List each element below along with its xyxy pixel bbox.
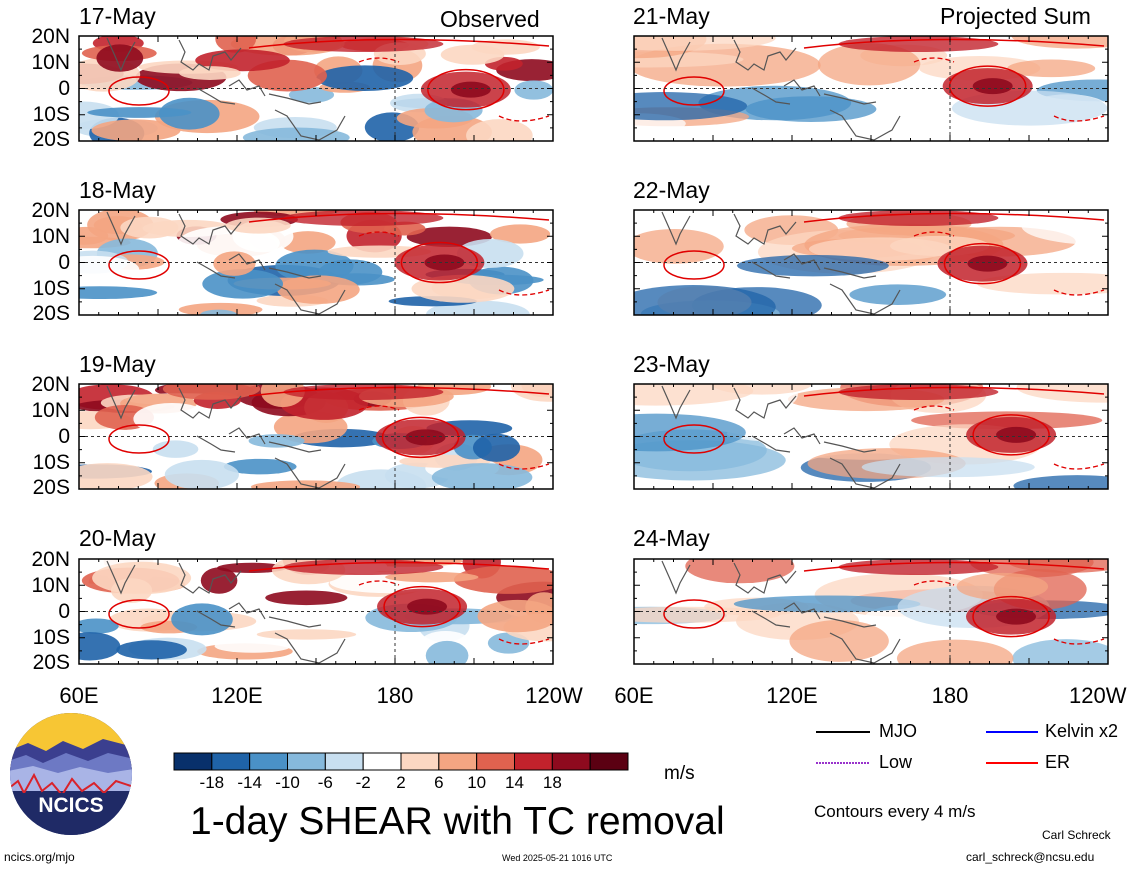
lat-0: 0	[58, 425, 70, 448]
legend-low-label: Low	[879, 752, 913, 772]
colorbar-tick-label: 18	[542, 773, 562, 792]
colorbar-swatch	[589, 752, 629, 771]
lat-20s: 20S	[32, 651, 70, 674]
lon-120e-right: 120E	[766, 683, 818, 708]
lon-120e-left: 120E	[211, 683, 263, 708]
main-title: 1-day SHEAR with TC removal	[190, 800, 725, 843]
lat-20n: 20N	[31, 548, 70, 571]
panel-date-left-3: 19-May	[79, 351, 156, 377]
lat-20n: 20N	[31, 199, 70, 222]
colorbar-tick-label: 2	[396, 773, 406, 792]
contour-note: Contours every 4 m/s	[814, 802, 976, 821]
colorbar-tick-label: 6	[434, 773, 444, 792]
lon-120w-right: 120W	[1069, 683, 1127, 708]
map-panel	[79, 559, 553, 664]
colorbar-swatch	[211, 752, 251, 771]
map-panel	[634, 36, 1108, 141]
legend-kelvin-label: Kelvin x2	[1045, 721, 1119, 741]
colorbar-swatch	[514, 752, 553, 771]
colorbar-tick-label: 10	[467, 773, 487, 792]
lat-20n: 20N	[31, 373, 70, 396]
colorbar-unit: m/s	[664, 763, 695, 784]
lat-10s: 10S	[32, 103, 70, 126]
footer-url[interactable]: ncics.org/mjo	[4, 850, 75, 864]
legend-lines	[816, 731, 1038, 764]
legend-mjo-label: MJO	[879, 721, 917, 741]
lat-20s: 20S	[32, 302, 70, 325]
map-panel	[79, 384, 553, 489]
panel-date-left-1: 17-May	[79, 3, 156, 29]
lon-60e-left: 60E	[59, 683, 99, 708]
lat-10s: 10S	[32, 277, 70, 300]
colorbar-tick-label: -6	[317, 773, 333, 792]
map-panel	[79, 36, 553, 141]
lat-20s: 20S	[32, 128, 70, 151]
colorbar-tick-label: -2	[355, 773, 371, 792]
colorbar-tick-label: -18	[199, 773, 225, 792]
lat-10n: 10N	[31, 51, 70, 74]
colorbar-swatch	[400, 752, 440, 771]
lon-180-right: 180	[931, 683, 969, 708]
lon-120w-left: 120W	[525, 683, 583, 708]
colorbar-tick-label: -14	[237, 773, 262, 792]
colorbar-swatch	[173, 752, 213, 771]
panel-date-right-3: 23-May	[633, 351, 710, 377]
footer-author: Carl Schreck	[1042, 828, 1111, 842]
lat-20n: 20N	[31, 25, 70, 48]
lon-180-left: 180	[376, 683, 414, 708]
map-panel	[634, 559, 1108, 664]
map-panel	[79, 210, 553, 315]
colorbar-swatch	[551, 752, 591, 771]
colorbar-swatch	[287, 752, 326, 771]
colorbar-swatch	[362, 752, 402, 771]
panel-date-left-4: 20-May	[79, 525, 156, 551]
lat-10n: 10N	[31, 399, 70, 422]
lat-10n: 10N	[31, 225, 70, 248]
observed-label: Observed	[440, 6, 540, 32]
footer-email[interactable]: carl_schreck@ncsu.edu	[966, 850, 1095, 864]
colorbar-tick-label: -10	[275, 773, 300, 792]
projected-label: Projected Sum	[940, 3, 1091, 29]
panel-date-right-4: 24-May	[633, 525, 710, 551]
lat-20s: 20S	[32, 476, 70, 499]
colorbar-swatch	[476, 752, 515, 771]
footer-timestamp: Wed 2025-05-21 1016 UTC	[502, 853, 613, 863]
panel-date-left-2: 18-May	[79, 177, 156, 203]
map-panel	[634, 384, 1108, 489]
ncics-logo: NCICS	[10, 713, 132, 835]
colorbar	[173, 752, 629, 771]
lat-10s: 10S	[32, 626, 70, 649]
lat-0: 0	[58, 600, 70, 623]
lon-60e-right: 60E	[614, 683, 654, 708]
colorbar-tick-label: 14	[505, 773, 524, 792]
colorbar-swatch	[249, 752, 288, 771]
logo-text: NCICS	[38, 794, 103, 817]
lat-0: 0	[58, 251, 70, 274]
lat-10n: 10N	[31, 574, 70, 597]
panel-date-right-1: 21-May	[633, 3, 710, 29]
lat-10s: 10S	[32, 451, 70, 474]
colorbar-swatch	[438, 752, 478, 771]
panel-date-right-2: 22-May	[633, 177, 710, 203]
legend-er-label: ER	[1045, 752, 1071, 772]
map-panel	[634, 210, 1108, 315]
colorbar-swatch	[324, 752, 364, 771]
lat-0: 0	[58, 77, 70, 100]
